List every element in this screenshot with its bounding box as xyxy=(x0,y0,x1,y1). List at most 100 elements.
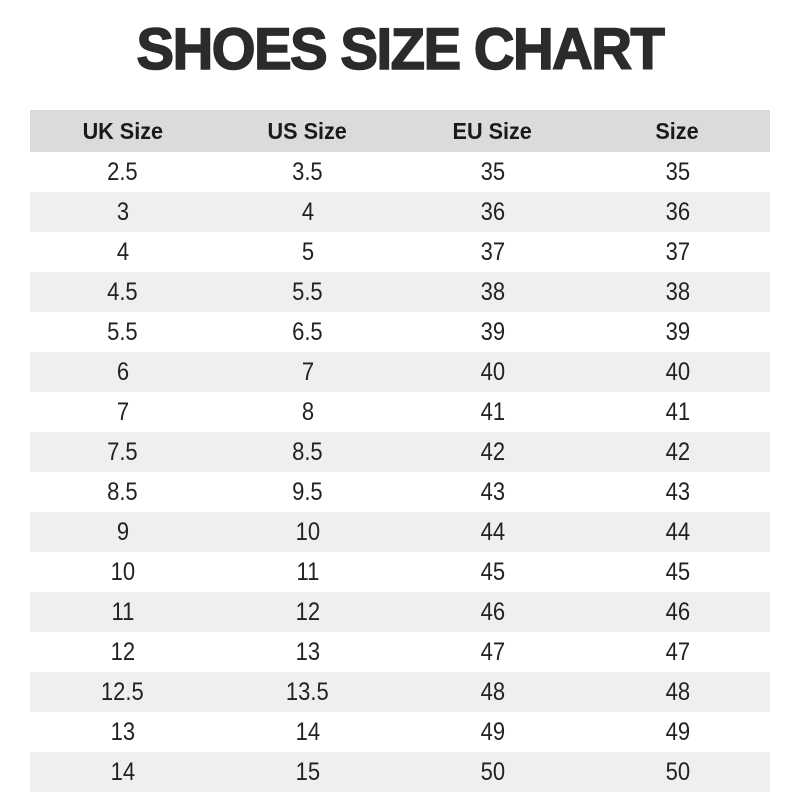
size-cell: 38 xyxy=(585,272,770,312)
size-value: 37 xyxy=(665,237,690,266)
table-row: 12 13 47 47 xyxy=(30,632,770,672)
size-value: 46 xyxy=(665,597,690,626)
column-header-label: EU Size xyxy=(452,117,533,144)
size-cell: 8.5 xyxy=(30,472,215,512)
size-value: 36 xyxy=(480,197,505,226)
size-value: 13 xyxy=(110,717,135,746)
size-cell: 45 xyxy=(400,552,585,592)
size-cell: 37 xyxy=(400,232,585,272)
size-value: 40 xyxy=(665,357,690,386)
size-cell: 8 xyxy=(215,392,400,432)
size-value: 13.5 xyxy=(286,677,329,706)
size-value: 5.5 xyxy=(107,317,138,346)
size-value: 14 xyxy=(110,757,135,786)
size-cell: 10 xyxy=(30,552,215,592)
size-cell: 6.5 xyxy=(215,312,400,352)
size-cell: 12 xyxy=(30,632,215,672)
size-value: 47 xyxy=(480,637,505,666)
size-cell: 41 xyxy=(585,392,770,432)
size-value: 4 xyxy=(301,197,314,226)
column-header-label: US Size xyxy=(267,117,348,144)
column-header-label: UK Size xyxy=(82,117,163,144)
size-value: 41 xyxy=(665,397,690,426)
size-cell: 3.5 xyxy=(215,152,400,192)
size-cell: 40 xyxy=(585,352,770,392)
size-value: 3.5 xyxy=(292,157,323,186)
size-value: 11 xyxy=(111,597,134,626)
size-cell: 47 xyxy=(585,632,770,672)
size-cell: 4 xyxy=(30,232,215,272)
size-value: 49 xyxy=(665,717,690,746)
size-value: 10 xyxy=(110,557,135,586)
size-cell: 49 xyxy=(585,712,770,752)
size-value: 39 xyxy=(480,317,505,346)
size-value: 7.5 xyxy=(107,437,138,466)
size-value: 40 xyxy=(480,357,505,386)
table-row: 4 5 37 37 xyxy=(30,232,770,272)
size-cell: 13.5 xyxy=(215,672,400,712)
size-value: 5.5 xyxy=(292,277,323,306)
size-cell: 11 xyxy=(215,552,400,592)
size-value: 12 xyxy=(110,637,135,666)
size-cell: 14 xyxy=(30,752,215,792)
size-value: 42 xyxy=(665,437,690,466)
size-cell: 14 xyxy=(215,712,400,752)
table-row: 14 15 50 50 xyxy=(30,752,770,792)
size-value: 13 xyxy=(295,637,320,666)
size-cell: 42 xyxy=(400,432,585,472)
table-row: 12.5 13.5 48 48 xyxy=(30,672,770,712)
size-cell: 35 xyxy=(585,152,770,192)
size-value: 38 xyxy=(665,277,690,306)
size-cell: 43 xyxy=(585,472,770,512)
size-value: 8.5 xyxy=(292,437,323,466)
size-value: 15 xyxy=(295,757,320,786)
size-value: 14 xyxy=(295,717,320,746)
column-header-size: Size xyxy=(585,110,770,152)
size-value: 48 xyxy=(665,677,690,706)
size-cell: 9 xyxy=(30,512,215,552)
size-value: 49 xyxy=(480,717,505,746)
table-row: 2.5 3.5 35 35 xyxy=(30,152,770,192)
size-cell: 50 xyxy=(585,752,770,792)
size-value: 9 xyxy=(116,517,129,546)
size-cell: 39 xyxy=(585,312,770,352)
size-cell: 7 xyxy=(30,392,215,432)
size-cell: 36 xyxy=(400,192,585,232)
size-cell: 3 xyxy=(30,192,215,232)
size-cell: 44 xyxy=(585,512,770,552)
table-row: 6 7 40 40 xyxy=(30,352,770,392)
size-cell: 13 xyxy=(30,712,215,752)
size-cell: 40 xyxy=(400,352,585,392)
table-row: 13 14 49 49 xyxy=(30,712,770,752)
size-cell: 5.5 xyxy=(215,272,400,312)
size-cell: 4 xyxy=(215,192,400,232)
table-row: 8.5 9.5 43 43 xyxy=(30,472,770,512)
size-value: 35 xyxy=(480,157,505,186)
size-cell: 38 xyxy=(400,272,585,312)
size-value: 41 xyxy=(480,397,505,426)
size-cell: 12.5 xyxy=(30,672,215,712)
size-value: 43 xyxy=(480,477,505,506)
size-value: 9.5 xyxy=(292,477,323,506)
table-row: 4.5 5.5 38 38 xyxy=(30,272,770,312)
size-cell: 4.5 xyxy=(30,272,215,312)
table-body: 2.5 3.5 35 35 3 4 3 6 36 4 5 37 37 4.5 5.5 38 38 5.5 6.5 39… xyxy=(30,152,770,792)
size-cell: 48 xyxy=(585,672,770,712)
size-cell: 2.5 xyxy=(30,152,215,192)
size-cell: 5.5 xyxy=(30,312,215,352)
size-value: 12 xyxy=(295,597,320,626)
size-value: 10 xyxy=(295,517,320,546)
size-cell: 15 xyxy=(215,752,400,792)
size-cell: 7.5 xyxy=(30,432,215,472)
size-value: 7 xyxy=(116,397,129,426)
table-header-row: UK Size US Size EU Size Size xyxy=(30,110,770,152)
column-header-uk-size: UK Size xyxy=(30,110,215,152)
table-row: 11 12 46 46 xyxy=(30,592,770,632)
size-value: 44 xyxy=(665,517,690,546)
size-cell: 6 xyxy=(30,352,215,392)
table-row: 9 10 44 44 xyxy=(30,512,770,552)
size-cell: 12 xyxy=(215,592,400,632)
size-value: 50 xyxy=(480,757,505,786)
size-value: 44 xyxy=(480,517,505,546)
